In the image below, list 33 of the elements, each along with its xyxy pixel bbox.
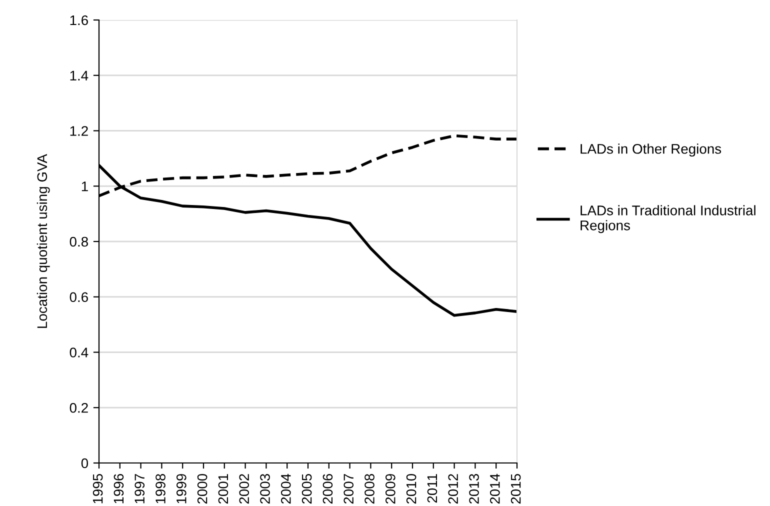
x-tick-label: 2006	[322, 474, 333, 504]
x-tick-label: 2013	[469, 474, 479, 504]
x-tick-label: 2012	[448, 474, 458, 504]
y-tick-label: 1.6	[70, 15, 88, 26]
y-tick-label: 0.2	[70, 402, 88, 413]
x-tick-label: 1995	[92, 474, 103, 504]
y-tick-label: 1	[82, 182, 88, 192]
x-tick-label: 2008	[364, 474, 374, 504]
x-tick-label: 2005	[302, 474, 312, 504]
x-tick-label: 2011	[427, 474, 438, 503]
x-tick-label: 2001	[218, 474, 228, 504]
x-tick-label: 1996	[114, 474, 124, 504]
legend-label: LADs in Traditional Industrial Regions	[580, 205, 756, 234]
y-tick-label: 1.2	[70, 126, 88, 136]
x-tick-label: 2015	[510, 474, 521, 504]
y-tick-label: 0.6	[70, 292, 88, 302]
x-tick-label: 1999	[176, 474, 186, 504]
y-tick-label: 1.4	[70, 70, 88, 80]
x-tick-label: 1997	[134, 474, 145, 504]
y-tick-label: 0.4	[70, 348, 88, 358]
y-tick-label: 0	[81, 458, 88, 468]
x-tick-label: 2000	[197, 474, 208, 504]
x-tick-label: 2002	[239, 474, 250, 504]
y-tick-label: 0.8	[70, 236, 88, 247]
x-tick-label: 2014	[490, 474, 500, 504]
x-tick-label: 2004	[280, 474, 291, 504]
x-tick-label: 1998	[156, 474, 166, 504]
x-tick-label: 2009	[385, 474, 396, 504]
x-tick-label: 2003	[260, 474, 270, 504]
legend-label: LADs in Other Regions	[580, 144, 722, 157]
x-tick-label: 2007	[344, 474, 354, 504]
y-axis-title: Location quotient using GVA	[36, 154, 50, 328]
x-tick-label: 2010	[406, 474, 416, 504]
